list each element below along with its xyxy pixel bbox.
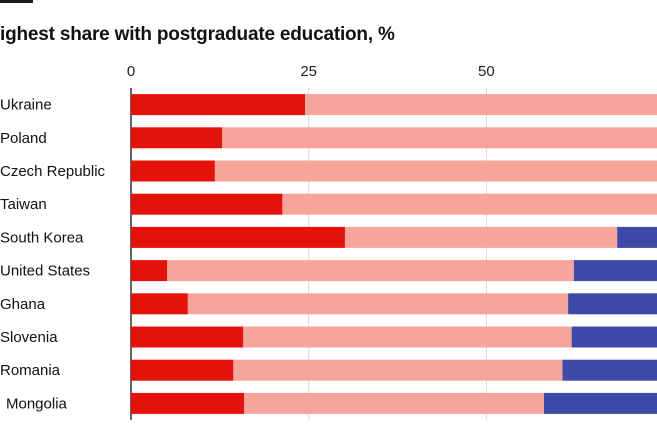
bar-segment-2 <box>167 260 574 282</box>
bar-segment-2 <box>344 226 618 248</box>
bar-segment-2 <box>244 392 544 414</box>
bar-segment-1 <box>131 94 306 116</box>
chart-title: ighest share with postgraduate education… <box>0 24 395 45</box>
category-label: Mongolia <box>6 395 68 412</box>
bar-segment-1 <box>131 160 215 182</box>
category-label: Romania <box>0 362 61 379</box>
category-label: Ukraine <box>0 97 52 114</box>
bar-segment-2 <box>221 127 657 149</box>
bar-segment-2 <box>233 359 563 381</box>
category-label: Taiwan <box>0 196 47 213</box>
bar-segment-1 <box>131 127 222 149</box>
bar-segment-2 <box>187 293 569 315</box>
category-label: South Korea <box>0 229 84 246</box>
x-tick-label: 50 <box>478 63 495 80</box>
bar-segment-2 <box>305 94 657 116</box>
x-tick-label: 25 <box>300 63 317 80</box>
bar-segment-1 <box>131 392 245 414</box>
bar-segment-3 <box>543 392 657 414</box>
bar-segment-3 <box>568 293 657 315</box>
bar-segment-1 <box>131 260 168 282</box>
category-label: Poland <box>0 130 47 147</box>
x-tick-label: 0 <box>127 63 135 80</box>
bar-segment-1 <box>131 326 244 348</box>
category-label: Slovenia <box>0 329 58 346</box>
bar-segment-3 <box>562 359 657 381</box>
bar-segment-1 <box>131 359 234 381</box>
bar-segment-2 <box>214 160 657 182</box>
category-label: United States <box>0 263 90 280</box>
top-rule <box>0 0 33 3</box>
bar-segment-1 <box>131 293 188 315</box>
bar-segment-2 <box>282 193 657 215</box>
bar-segment-2 <box>243 326 572 348</box>
bar-segment-1 <box>131 193 283 215</box>
category-label: Czech Republic <box>0 163 106 180</box>
bar-segment-3 <box>573 260 657 282</box>
category-label: Ghana <box>0 296 46 313</box>
bar-segment-3 <box>571 326 657 348</box>
bar-segment-3 <box>617 226 657 248</box>
bar-segment-1 <box>131 226 345 248</box>
